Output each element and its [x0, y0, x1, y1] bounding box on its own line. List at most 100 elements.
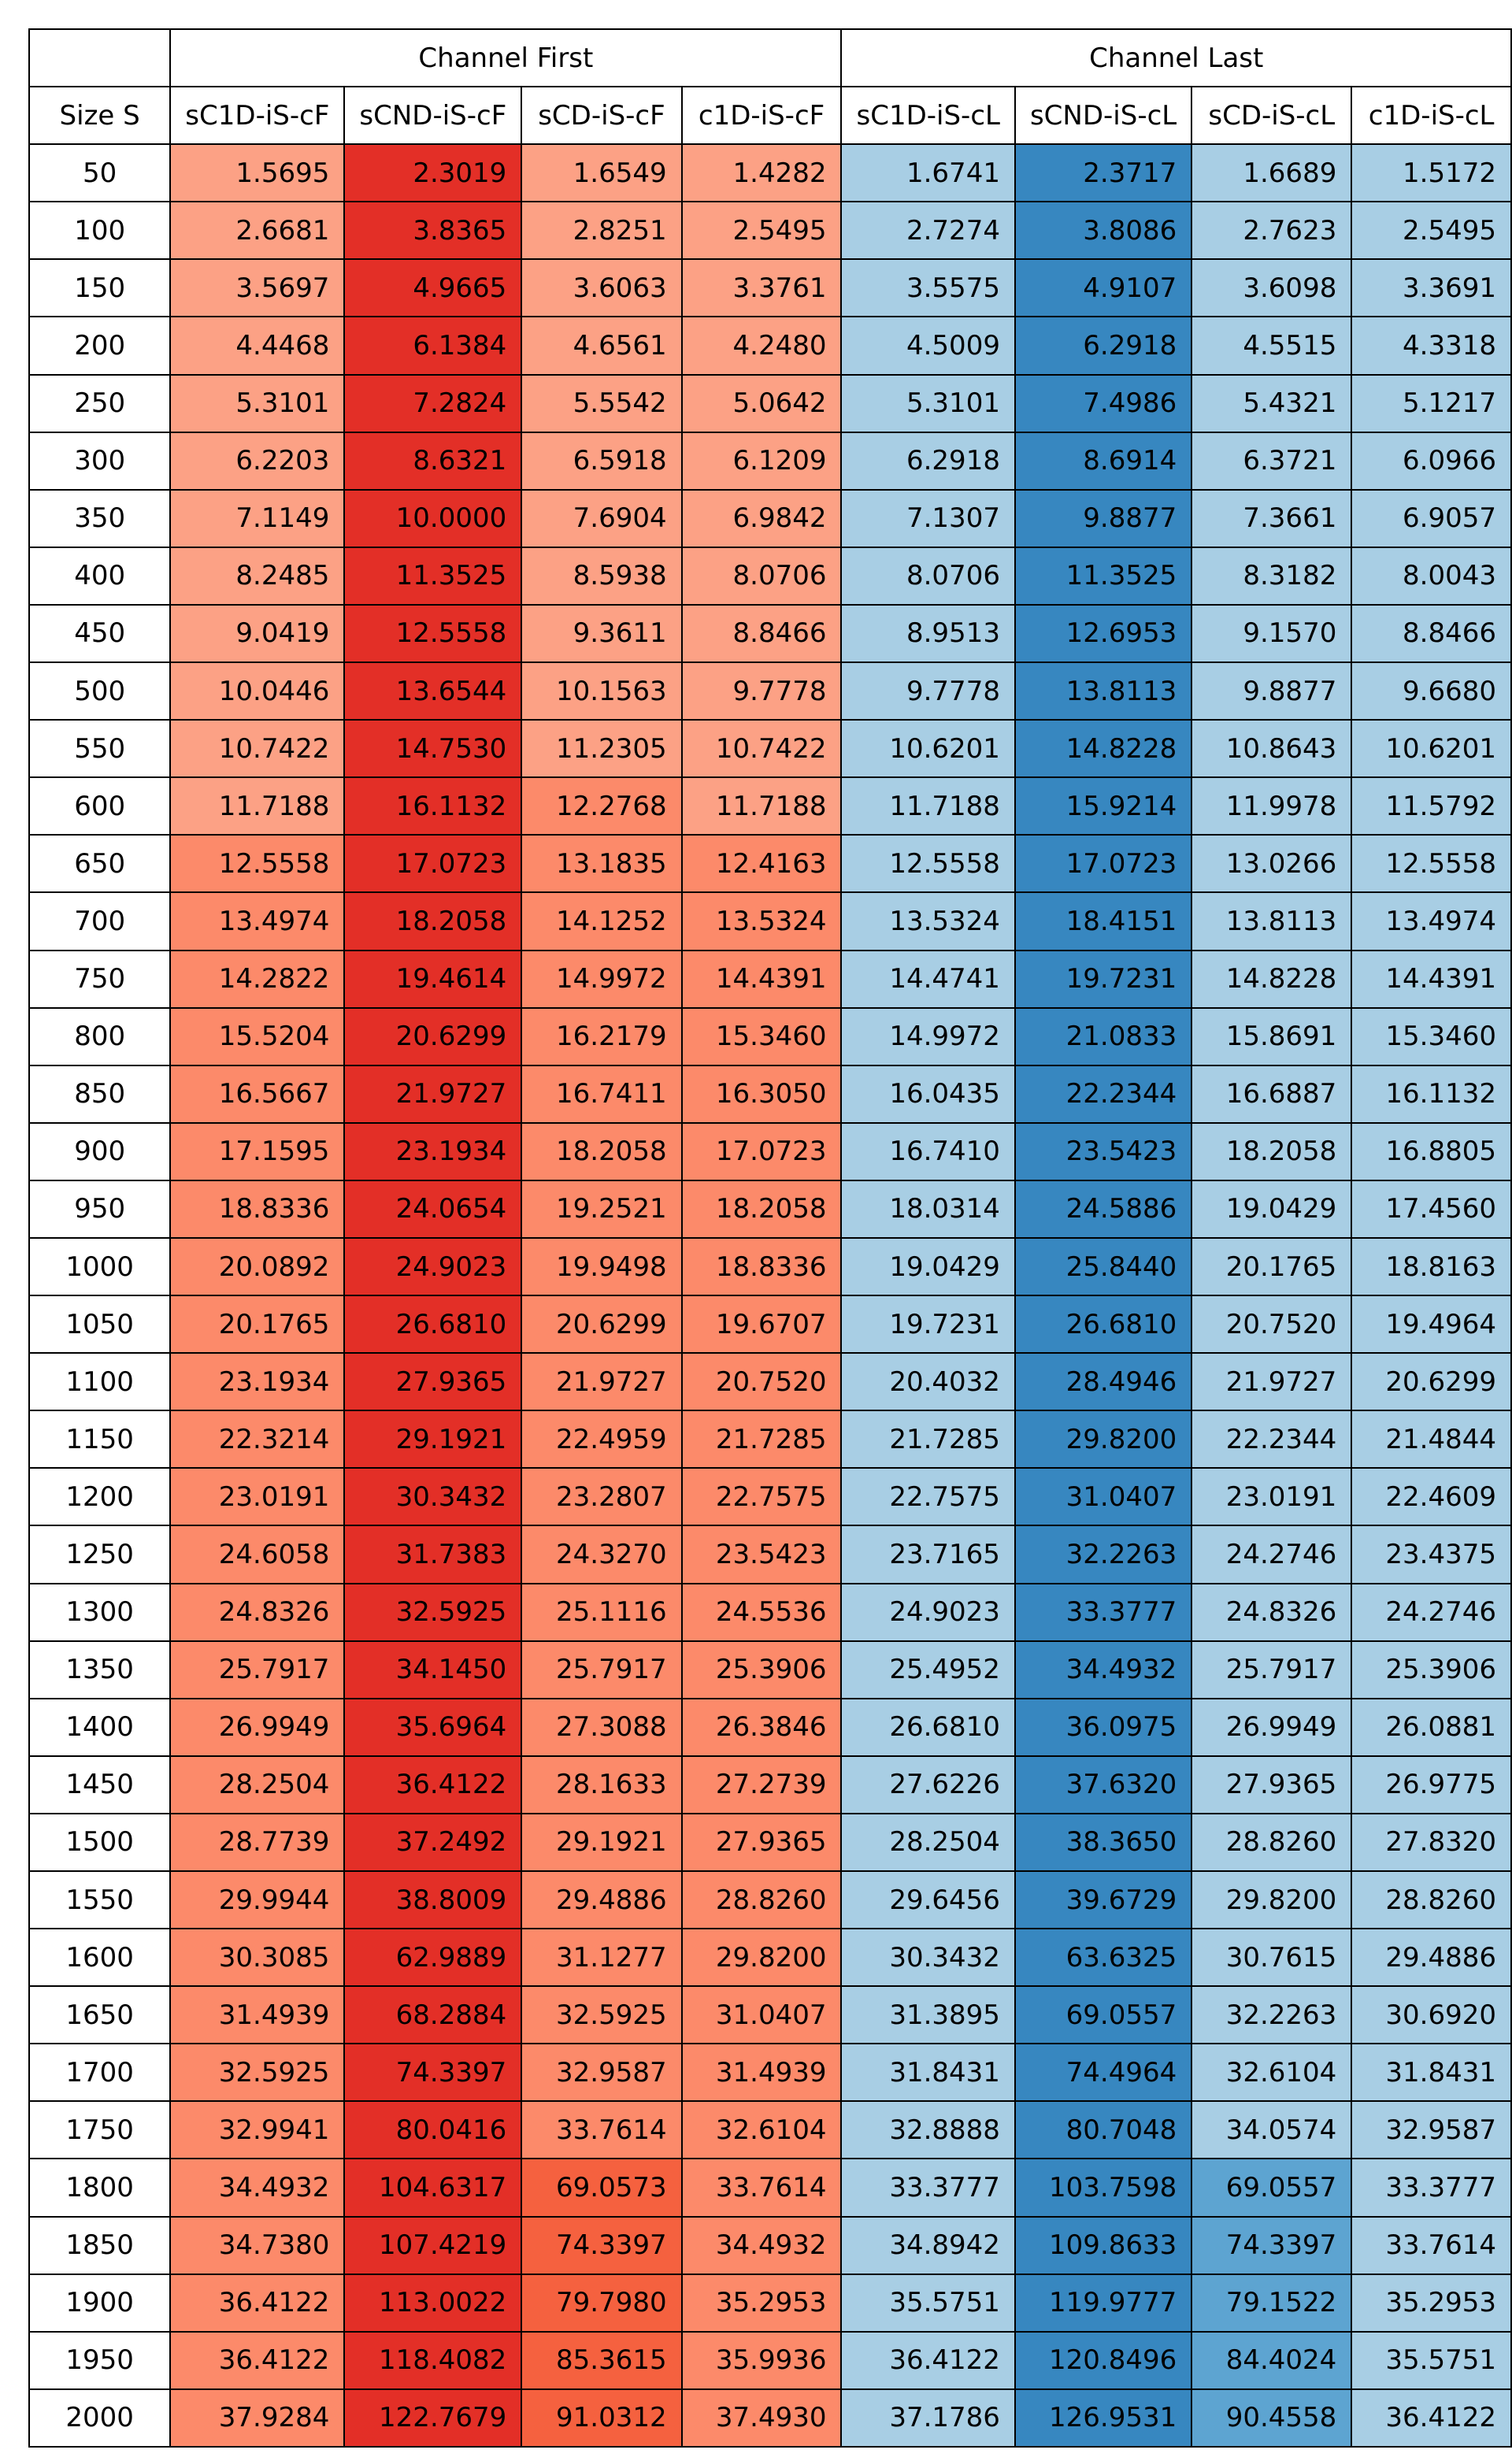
value-cell: 3.5575	[840, 258, 1016, 318]
size-cell: 1750	[28, 2100, 172, 2160]
value-cell: 12.5558	[840, 834, 1016, 894]
value-cell: 23.0191	[169, 1467, 346, 1527]
table-row: 1850 34.7380 107.4219 74.3397 34.4932 34.8942…	[28, 2215, 1512, 2275]
size-cell: 1950	[28, 2330, 172, 2390]
value-cell: 36.4122	[1351, 2388, 1512, 2448]
size-cell: 1600	[28, 1928, 172, 1988]
value-cell: 6.9057	[1351, 488, 1512, 548]
value-cell: 14.7530	[343, 719, 523, 779]
value-cell: 22.4609	[1351, 1467, 1512, 1527]
value-cell: 39.6729	[1014, 1870, 1193, 1930]
value-cell: 31.7383	[343, 1525, 523, 1584]
value-cell: 34.4932	[680, 2215, 843, 2275]
size-cell: 950	[28, 1179, 172, 1239]
value-cell: 4.2480	[680, 316, 843, 376]
size-cell: 1850	[28, 2215, 172, 2275]
value-cell: 36.4122	[840, 2330, 1016, 2390]
value-cell: 27.8320	[1351, 1812, 1512, 1873]
value-cell: 16.2179	[521, 1006, 683, 1066]
value-cell: 28.1633	[521, 1755, 683, 1814]
value-cell: 3.3761	[680, 258, 843, 318]
value-cell: 27.3088	[521, 1697, 683, 1757]
value-cell: 3.8365	[343, 201, 523, 261]
size-cell: 1550	[28, 1870, 172, 1930]
value-cell: 31.8431	[840, 2043, 1016, 2103]
value-cell: 26.9949	[1191, 1697, 1353, 1757]
value-cell: 74.3397	[521, 2215, 683, 2275]
value-cell: 16.6887	[1191, 1064, 1353, 1124]
table-row: 350 7.1149 10.0000 7.6904 6.9842 7.1307 9.8877…	[28, 488, 1512, 548]
size-cell: 1000	[28, 1236, 172, 1297]
value-cell: 8.9513	[840, 603, 1016, 664]
value-cell: 16.1132	[1351, 1064, 1512, 1124]
value-cell: 17.4560	[1351, 1179, 1512, 1239]
value-cell: 5.1217	[1351, 373, 1512, 433]
value-cell: 2.7623	[1191, 201, 1353, 261]
value-cell: 24.0654	[343, 1179, 523, 1239]
value-cell: 5.0642	[680, 373, 843, 433]
value-cell: 8.6914	[1014, 431, 1193, 491]
column-header: c1D-iS-cL	[1351, 86, 1512, 146]
value-cell: 79.1522	[1191, 2273, 1353, 2333]
table-row: 1300 24.8326 32.5925 25.1116 24.5536 24.9023 3…	[28, 1582, 1512, 1642]
value-cell: 84.4024	[1191, 2330, 1353, 2390]
value-cell: 19.0429	[1191, 1179, 1353, 1239]
value-cell: 14.1252	[521, 891, 683, 951]
table-row: 1950 36.4122 118.4082 85.3615 35.9936 36.4122…	[28, 2330, 1512, 2390]
value-cell: 10.0446	[169, 662, 346, 721]
value-cell: 23.1934	[343, 1121, 523, 1181]
value-cell: 90.4558	[1191, 2388, 1353, 2448]
size-cell: 250	[28, 373, 172, 433]
value-cell: 6.5918	[521, 431, 683, 491]
size-cell: 900	[28, 1121, 172, 1181]
value-cell: 6.2918	[1014, 316, 1193, 376]
value-cell: 12.6953	[1014, 603, 1193, 664]
value-cell: 19.2521	[521, 1179, 683, 1239]
value-cell: 33.3777	[1014, 1582, 1193, 1642]
value-cell: 20.0892	[169, 1236, 346, 1297]
value-cell: 30.3085	[169, 1928, 346, 1988]
value-cell: 26.0881	[1351, 1697, 1512, 1757]
value-cell: 22.2344	[1014, 1064, 1193, 1124]
size-cell: 50	[28, 143, 172, 203]
value-cell: 109.8633	[1014, 2215, 1193, 2275]
value-cell: 35.2953	[680, 2273, 843, 2333]
size-cell: 1700	[28, 2043, 172, 2103]
group-header-row: Channel First Channel Last	[28, 28, 1512, 88]
table-row: 950 18.8336 24.0654 19.2521 18.2058 18.0314 24…	[28, 1179, 1512, 1239]
value-cell: 9.8877	[1191, 662, 1353, 721]
size-cell: 1650	[28, 1985, 172, 2045]
table-row: 1200 23.0191 30.3432 23.2807 22.7575 22.7575 3…	[28, 1467, 1512, 1527]
value-cell: 80.7048	[1014, 2100, 1193, 2160]
group-header-channel-first: Channel First	[169, 28, 843, 88]
value-cell: 27.6226	[840, 1755, 1016, 1814]
value-cell: 10.7422	[169, 719, 346, 779]
value-cell: 32.6104	[1191, 2043, 1353, 2103]
value-cell: 8.0706	[680, 546, 843, 606]
column-header: sCND-iS-cF	[343, 86, 523, 146]
size-cell: 1500	[28, 1812, 172, 1873]
value-cell: 120.8496	[1014, 2330, 1193, 2390]
value-cell: 29.8200	[1191, 1870, 1353, 1930]
size-cell: 550	[28, 719, 172, 779]
value-cell: 29.9944	[169, 1870, 346, 1930]
value-cell: 2.6681	[169, 201, 346, 261]
value-cell: 28.8260	[680, 1870, 843, 1930]
value-cell: 34.8942	[840, 2215, 1016, 2275]
table-row: 700 13.4974 18.2058 14.1252 13.5324 13.5324 18…	[28, 891, 1512, 951]
table-row: 1700 32.5925 74.3397 32.9587 31.4939 31.8431 7…	[28, 2043, 1512, 2103]
value-cell: 8.8466	[1351, 603, 1512, 664]
table-row: 800 15.5204 20.6299 16.2179 15.3460 14.9972 21…	[28, 1006, 1512, 1066]
value-cell: 103.7598	[1014, 2158, 1193, 2218]
table-row: 600 11.7188 16.1132 12.2768 11.7188 11.7188 15…	[28, 776, 1512, 836]
value-cell: 21.0833	[1014, 1006, 1193, 1066]
value-cell: 107.4219	[343, 2215, 523, 2275]
value-cell: 32.2263	[1014, 1525, 1193, 1584]
value-cell: 14.8228	[1191, 949, 1353, 1009]
value-cell: 1.5172	[1351, 143, 1512, 203]
value-cell: 1.6689	[1191, 143, 1353, 203]
value-cell: 19.4614	[343, 949, 523, 1009]
value-cell: 34.4932	[169, 2158, 346, 2218]
table-row: 1900 36.4122 113.0022 79.7980 35.2953 35.5751…	[28, 2273, 1512, 2333]
value-cell: 12.5558	[169, 834, 346, 894]
